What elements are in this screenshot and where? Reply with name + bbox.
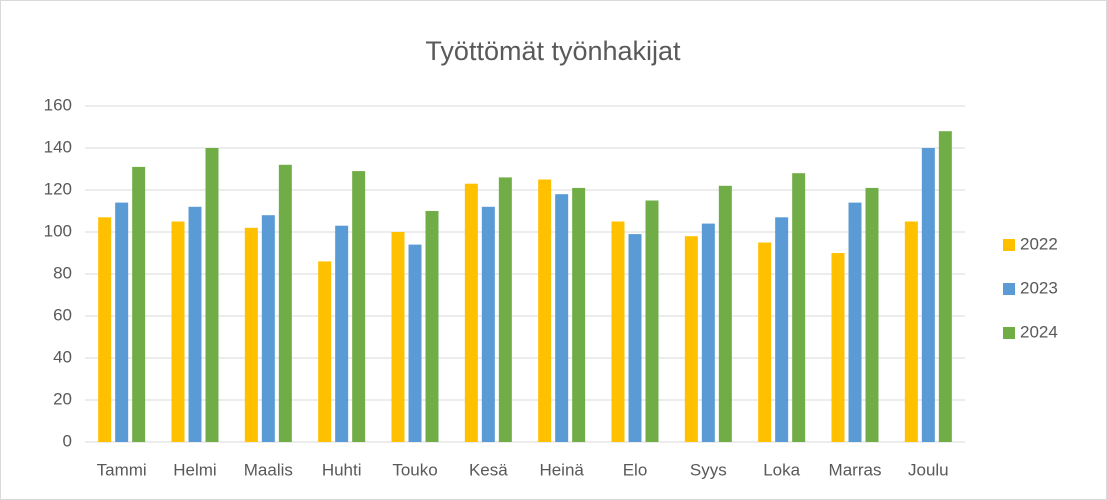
bar [318,261,332,442]
bar [904,221,918,442]
bar [572,187,586,442]
y-tick-label: 20 [53,389,72,408]
bar [261,215,275,442]
bar [921,148,935,442]
bar [718,185,732,443]
y-tick-label: 140 [44,137,72,156]
x-tick-label: Tammi [97,460,147,479]
legend-label: 2023 [1020,278,1058,297]
x-tick-label: Maalis [244,460,293,479]
bar [244,227,258,442]
x-tick-label: Marras [829,460,882,479]
bar [98,217,112,442]
x-tick-label: Joulu [908,460,949,479]
y-tick-label: 0 [63,431,72,450]
bar [684,236,698,442]
x-tick-label: Helmi [173,460,216,479]
bar [758,242,772,442]
y-tick-label: 80 [53,263,72,282]
y-tick-label: 160 [44,95,72,114]
bar [938,131,952,442]
legend-swatch [1003,239,1015,251]
legend-swatch [1003,283,1015,295]
bar [425,211,439,442]
bar [628,234,642,442]
x-tick-label: Kesä [469,460,508,479]
bar [611,221,625,442]
y-tick-label: 60 [53,305,72,324]
bar [498,177,512,442]
bar [391,232,405,442]
x-tick-label: Heinä [539,460,584,479]
bar [171,221,185,442]
bar [481,206,495,442]
bar [792,173,806,442]
y-tick-label: 40 [53,347,72,366]
x-tick-label: Touko [392,460,437,479]
bar [464,183,478,442]
bar [335,225,349,442]
bar [555,194,569,442]
bar [408,244,422,442]
bar [538,179,552,442]
bar [645,200,659,442]
y-tick-label: 120 [44,179,72,198]
y-tick-label: 100 [44,221,72,240]
x-tick-label: Huhti [322,460,362,479]
bar [865,187,879,442]
bar [115,202,129,442]
bar [701,223,715,442]
bar [132,166,146,442]
bar [278,164,292,443]
chart-title: Työttömät työnhakijat [425,36,681,66]
x-tick-label: Loka [763,460,800,479]
bar [848,202,862,442]
bar [188,206,202,442]
bar [352,171,366,442]
x-tick-label: Syys [690,460,727,479]
bar [831,253,845,442]
legend-label: 2024 [1020,322,1058,341]
bar [205,148,219,442]
bar [775,217,789,442]
legend-swatch [1003,327,1015,339]
x-tick-label: Elo [623,460,648,479]
legend-label: 2022 [1020,234,1058,253]
